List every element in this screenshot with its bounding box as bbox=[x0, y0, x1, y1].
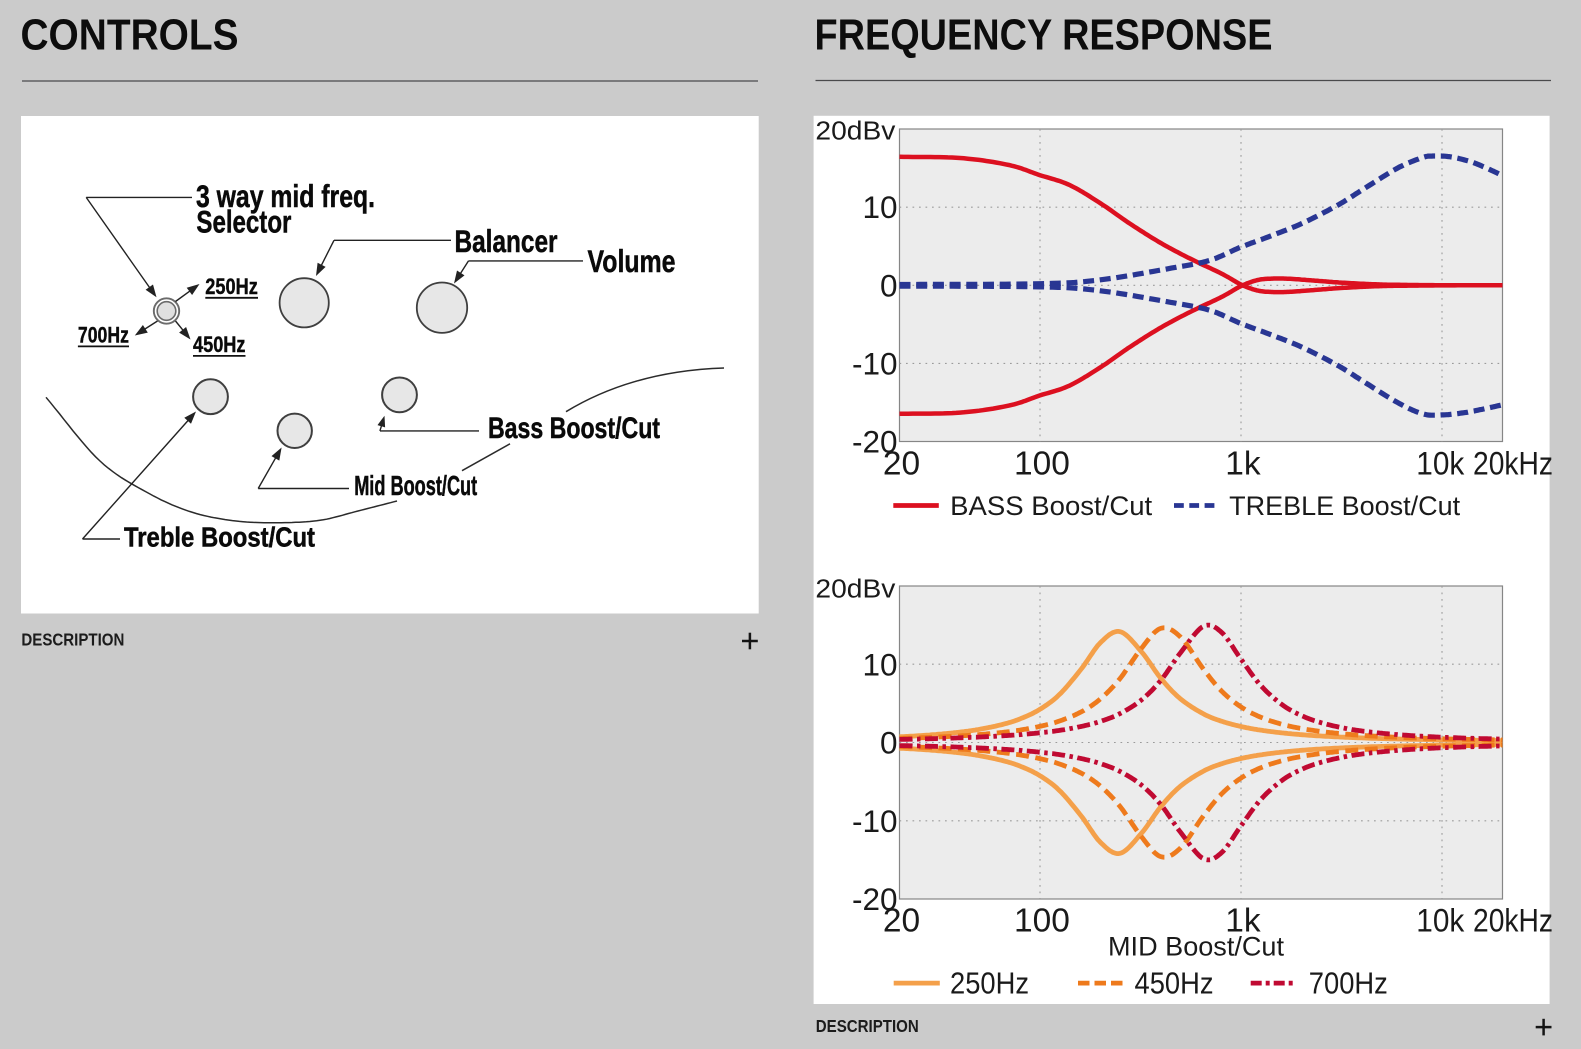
svg-text:0: 0 bbox=[880, 725, 898, 761]
svg-text:-10: -10 bbox=[852, 345, 898, 381]
svg-text:DESCRIPTION: DESCRIPTION bbox=[816, 1016, 919, 1036]
svg-text:450Hz: 450Hz bbox=[193, 332, 246, 357]
svg-text:700Hz: 700Hz bbox=[1309, 967, 1388, 1001]
svg-text:CONTROLS: CONTROLS bbox=[21, 10, 239, 59]
svg-text:FREQUENCY RESPONSE: FREQUENCY RESPONSE bbox=[815, 10, 1273, 59]
svg-text:1k: 1k bbox=[1225, 446, 1261, 483]
svg-text:10k: 10k bbox=[1416, 903, 1465, 939]
svg-text:3 way mid freq.: 3 way mid freq. bbox=[196, 178, 375, 214]
svg-text:450Hz: 450Hz bbox=[1135, 967, 1214, 1001]
svg-text:100: 100 bbox=[1014, 446, 1070, 483]
svg-text:20kHz: 20kHz bbox=[1473, 903, 1553, 939]
svg-text:Selector: Selector bbox=[196, 204, 291, 240]
svg-text:10: 10 bbox=[862, 646, 897, 682]
svg-text:-20: -20 bbox=[852, 424, 898, 460]
svg-text:20: 20 bbox=[883, 903, 920, 940]
svg-text:Bass Boost/Cut: Bass Boost/Cut bbox=[488, 412, 660, 445]
svg-text:Volume: Volume bbox=[588, 243, 676, 279]
svg-text:700Hz: 700Hz bbox=[78, 323, 129, 348]
svg-text:-20: -20 bbox=[852, 881, 898, 917]
svg-text:20dBv: 20dBv bbox=[815, 118, 895, 146]
svg-text:10k: 10k bbox=[1416, 446, 1465, 482]
svg-text:DESCRIPTION: DESCRIPTION bbox=[21, 630, 124, 650]
svg-text:10: 10 bbox=[862, 189, 897, 225]
svg-text:250Hz: 250Hz bbox=[950, 967, 1029, 1001]
svg-text:250Hz: 250Hz bbox=[205, 274, 257, 299]
svg-text:100: 100 bbox=[1014, 903, 1070, 940]
svg-text:Balancer: Balancer bbox=[455, 223, 558, 259]
svg-text:Treble Boost/Cut: Treble Boost/Cut bbox=[124, 522, 315, 553]
svg-text:MID Boost/Cut: MID Boost/Cut bbox=[1108, 932, 1284, 962]
svg-text:Mid Boost/Cut: Mid Boost/Cut bbox=[354, 470, 477, 501]
svg-text:1k: 1k bbox=[1225, 903, 1261, 940]
svg-text:20: 20 bbox=[883, 446, 920, 483]
svg-text:0: 0 bbox=[880, 267, 898, 303]
svg-text:20kHz: 20kHz bbox=[1473, 446, 1553, 482]
svg-text:-10: -10 bbox=[852, 803, 898, 839]
svg-text:20dBv: 20dBv bbox=[815, 576, 895, 604]
svg-text:BASS Boost/Cut: BASS Boost/Cut bbox=[950, 491, 1153, 521]
svg-text:TREBLE Boost/Cut: TREBLE Boost/Cut bbox=[1229, 491, 1461, 521]
